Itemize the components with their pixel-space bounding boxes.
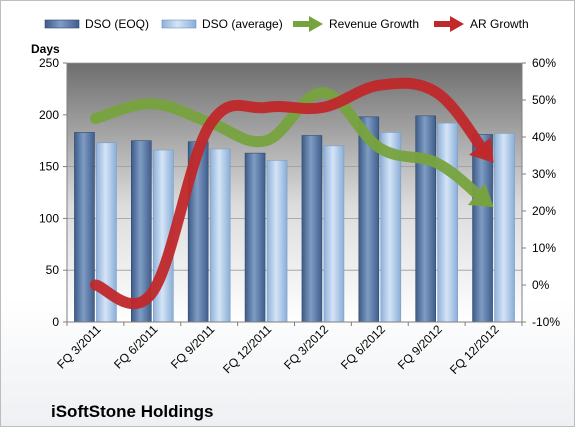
legend-item-ar-growth: AR Growth: [434, 16, 529, 32]
left-tick-label-5: 250: [39, 56, 59, 70]
bar-dso-eoq-4: [301, 135, 323, 323]
company-name: iSoftStone Holdings: [51, 402, 213, 421]
legend-item-revenue-growth: Revenue Growth: [293, 16, 419, 32]
right-tick-label-5: 40%: [532, 130, 556, 144]
left-tick-label-3: 150: [39, 160, 59, 174]
legend: DSO (EOQ) DSO (average) Revenue Growth A…: [44, 16, 529, 32]
bar-dso-average-6: [437, 122, 458, 323]
legend-item-dso-eoq: DSO (EOQ): [44, 17, 149, 31]
left-tick-label-1: 50: [46, 263, 60, 277]
left-tick-label-0: 0: [52, 315, 59, 329]
x-tick-label-1: FQ 6/2011: [111, 322, 161, 372]
left-tick-label-2: 100: [39, 211, 59, 225]
growth-lines: [89, 77, 494, 310]
x-tick-label-5: FQ 6/2012: [338, 322, 388, 372]
right-tick-label-7: 60%: [532, 56, 556, 70]
line-ar-growth: [89, 77, 491, 310]
right-tick-label-0: -10%: [532, 315, 560, 329]
bar-dso-average-5: [380, 132, 402, 323]
legend-arrow-icon-ar-growth: [434, 16, 464, 32]
bar-dso-eoq-3: [244, 152, 266, 323]
legend-label-ar-growth: AR Growth: [470, 17, 529, 31]
x-tick-label-2: FQ 9/2011: [168, 322, 218, 372]
left-tick-label-4: 200: [39, 108, 59, 122]
bar-dso-average-4: [323, 145, 345, 323]
x-tick-label-3: FQ 12/2011: [220, 322, 274, 376]
right-tick-label-1: 0%: [532, 278, 550, 292]
right-tick-label-6: 50%: [532, 93, 556, 107]
bar-dso-eoq-7: [472, 134, 493, 323]
arrowhead-ar-growth: [469, 137, 494, 163]
bar-dso-average-3: [266, 160, 288, 323]
left-axis-ticks: 0 50 100 150 200 250: [39, 56, 67, 329]
x-tick-label-0: FQ 3/2011: [54, 322, 104, 372]
y-axis-title: Days: [31, 42, 60, 56]
x-tick-label-4: FQ 3/2012: [281, 322, 331, 372]
legend-label-revenue-growth: Revenue Growth: [329, 17, 419, 31]
bar-dso-eoq-0: [74, 132, 95, 323]
right-tick-label-3: 20%: [532, 204, 556, 218]
legend-label-dso-eoq: DSO (EOQ): [85, 17, 149, 31]
bar-dso-eoq-6: [415, 115, 436, 323]
legend-swatch-dso-average: [161, 19, 197, 29]
legend-swatch-dso-eoq: [44, 19, 80, 29]
x-axis-ticks: FQ 3/2011 FQ 6/2011 FQ 9/2011 FQ 12/2011 FQ …: [54, 322, 523, 377]
arrowhead-revenue-growth: [467, 182, 494, 208]
bar-dso-average-7: [494, 133, 515, 323]
legend-item-dso-average: DSO (average): [161, 17, 283, 31]
bar-dso-average-2: [209, 148, 231, 323]
x-tick-label-6: FQ 9/2012: [395, 322, 445, 372]
right-axis-ticks: -10% 0% 10% 20% 30% 40% 50% 60%: [522, 56, 560, 329]
right-tick-label-2: 10%: [532, 241, 556, 255]
right-tick-label-4: 30%: [532, 167, 556, 181]
x-tick-label-7: FQ 12/2012: [447, 322, 502, 377]
legend-label-dso-average: DSO (average): [202, 17, 283, 31]
legend-arrow-icon-revenue-growth: [293, 16, 323, 32]
